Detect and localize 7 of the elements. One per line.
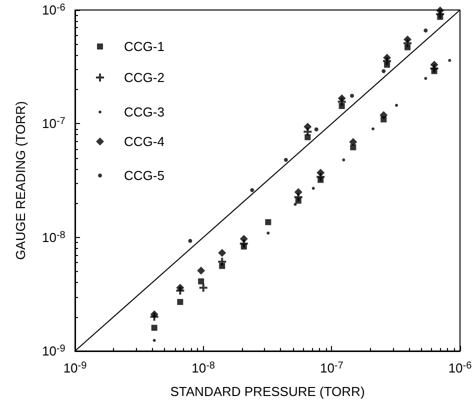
legend-label: CCG-2: [124, 70, 164, 85]
legend-label: CCG-5: [124, 168, 164, 183]
x-axis-title: STANDARD PRESSURE (TORR): [170, 384, 365, 399]
legend-label: CCG-3: [124, 104, 164, 120]
legend-label: CCG-1: [124, 39, 164, 54]
y-axis-title: GAUGE READING (TORR): [13, 101, 28, 260]
legend-label: CCG-4: [124, 134, 164, 149]
